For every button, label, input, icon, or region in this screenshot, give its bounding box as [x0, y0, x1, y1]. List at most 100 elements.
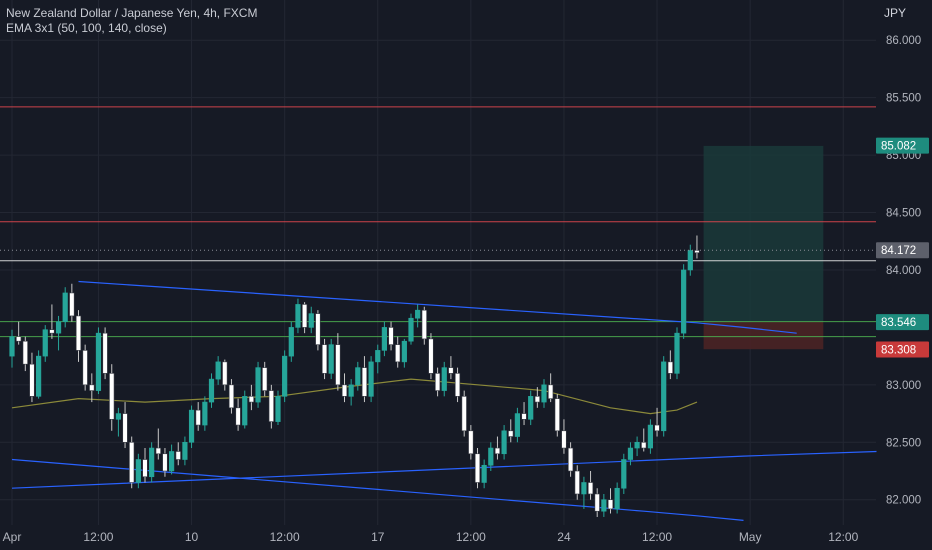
- candle-body: [667, 361, 673, 374]
- candle-body: [248, 396, 255, 403]
- candle-body: [474, 453, 481, 483]
- candle-body: [242, 396, 248, 426]
- candle-body: [548, 384, 554, 399]
- candle-body: [75, 315, 82, 351]
- candle-body: [448, 367, 454, 374]
- y-tick-label: 84.500: [886, 208, 921, 220]
- channel-upper-line: [78, 280, 797, 334]
- chart-legend: New Zealand Dollar / Japanese Yen, 4h, F…: [6, 6, 257, 36]
- x-tick-label: 12:00: [828, 530, 858, 544]
- candle-body: [335, 344, 341, 386]
- candle-body: [468, 430, 474, 455]
- candle-body: [514, 413, 520, 437]
- candle-body: [129, 441, 135, 483]
- x-tick-label: 24: [557, 530, 571, 544]
- candle-body: [614, 487, 620, 510]
- y-tick-label: 82.000: [886, 495, 921, 507]
- candle-body: [421, 309, 427, 340]
- x-tick-label: 10: [185, 530, 199, 544]
- y-tick-label: 86.000: [886, 35, 921, 47]
- candle-body: [162, 453, 168, 472]
- candle-body: [587, 482, 594, 495]
- candle-body: [82, 350, 88, 386]
- candle-body: [355, 367, 361, 386]
- candle-body: [408, 317, 414, 342]
- x-tick-label: 12:00: [642, 530, 672, 544]
- candle-body: [135, 459, 141, 483]
- candle-body: [534, 396, 540, 403]
- candle-body: [574, 470, 580, 495]
- candle-body: [501, 430, 507, 455]
- candle-body: [341, 384, 348, 397]
- x-tick-label: 12:00: [83, 530, 113, 544]
- entry-price-badge-bg: [876, 314, 929, 331]
- indicator-label[interactable]: EMA 3x1 (50, 100, 140, close): [6, 21, 167, 35]
- candle-body: [35, 355, 42, 397]
- candle-body: [182, 441, 188, 460]
- candle-body: [275, 396, 281, 422]
- entry-price-badge: 83.546: [881, 317, 916, 329]
- y-axis: 86.00085.50085.00084.50084.00083.00082.5…: [886, 35, 921, 507]
- candle-body: [388, 327, 394, 345]
- candle-body: [541, 384, 547, 403]
- candle-body: [508, 430, 514, 437]
- currency-label: JPY: [883, 6, 906, 20]
- candle-body: [461, 396, 467, 432]
- candles: [9, 235, 700, 517]
- x-tick-label: 12:00: [456, 530, 486, 544]
- y-tick-label: 85.500: [886, 93, 921, 105]
- symbol-title[interactable]: New Zealand Dollar / Japanese Yen, 4h, F…: [6, 6, 258, 20]
- candle-body: [321, 344, 328, 374]
- candle-body: [169, 451, 175, 472]
- candle-body: [368, 361, 374, 397]
- target-price-badge: 85.082: [881, 141, 916, 153]
- x-tick-label: 12:00: [270, 530, 300, 544]
- y-tick-label: 84.000: [886, 265, 921, 277]
- candle-body: [328, 344, 334, 374]
- candle-body: [202, 401, 208, 426]
- candle-body: [109, 373, 115, 420]
- candle-body: [428, 338, 434, 374]
- candle-body: [441, 367, 447, 391]
- channel-lower-line: [11, 458, 744, 521]
- stop-price-badge-bg: [876, 341, 929, 358]
- candle-body: [681, 269, 687, 334]
- candle-body: [554, 398, 560, 432]
- candle-body: [647, 424, 653, 449]
- x-tick-label: May: [739, 530, 762, 544]
- y-tick-label: 82.500: [886, 437, 921, 449]
- candle-body: [301, 304, 308, 328]
- candle-body: [401, 340, 407, 363]
- candle-body: [381, 327, 388, 351]
- candle-body: [42, 329, 48, 357]
- candle-body: [488, 447, 494, 466]
- candle-body: [581, 482, 587, 495]
- candle-body: [262, 367, 268, 391]
- candle-body: [627, 447, 634, 460]
- candle-body: [9, 336, 15, 357]
- candle-body: [69, 292, 75, 317]
- candle-body: [375, 350, 381, 363]
- candle-body: [268, 390, 274, 422]
- candle-body: [282, 355, 288, 397]
- candle-body: [55, 321, 62, 334]
- candle-body: [208, 378, 215, 403]
- candle-body: [348, 384, 354, 397]
- candle-body: [16, 336, 22, 342]
- candle-body: [89, 384, 95, 391]
- candle-body: [481, 464, 487, 483]
- candle-body: [528, 396, 534, 420]
- candle-body: [315, 313, 321, 345]
- candle-body: [115, 413, 121, 420]
- candle-body: [95, 332, 102, 391]
- candle-body: [149, 447, 155, 478]
- candle-body: [255, 367, 261, 403]
- candle-body: [641, 441, 647, 449]
- candle-body: [594, 493, 600, 512]
- ema-line: [11, 378, 698, 415]
- candle-body: [494, 447, 501, 455]
- candle-body: [634, 441, 640, 449]
- candle-body: [215, 361, 221, 380]
